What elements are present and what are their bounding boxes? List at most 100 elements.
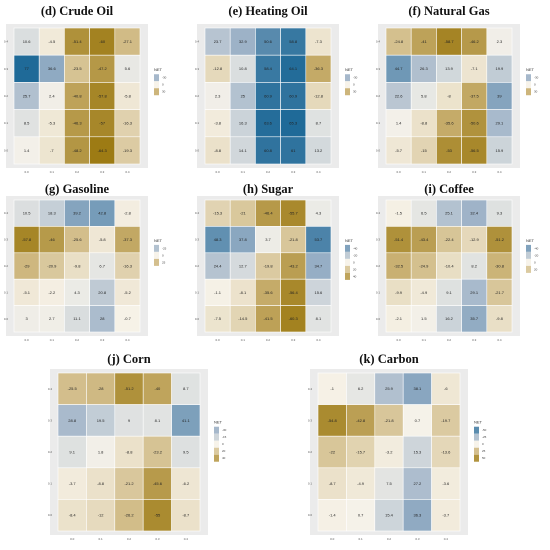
x-tick-label: 0.3 [415, 537, 420, 541]
x-tick-label: 0.3 [472, 170, 477, 174]
cell-value-label: 16.2 [445, 316, 454, 321]
heatmap-cell [89, 305, 116, 333]
heatmap-cell [410, 278, 437, 306]
heatmap-cell [305, 252, 332, 280]
cell-value-label: -5.7 [395, 148, 403, 153]
y-tick-label: 0.1 [376, 121, 381, 125]
cell-value-label: -2.2 [48, 290, 56, 295]
cell-value-label: -25.5 [68, 386, 78, 391]
heatmap-cell [280, 82, 307, 110]
cell-value-label: -55 [155, 513, 162, 518]
cell-value-label: -45.6 [153, 481, 163, 486]
y-tick-label: 0.0 [308, 513, 313, 517]
cell-value-label: -55.7 [289, 211, 299, 216]
x-tick-label: 0.0 [25, 170, 30, 174]
heatmap-cell [13, 136, 40, 165]
heatmap-cell [305, 136, 332, 165]
cell-value-label: 42.8 [98, 211, 107, 216]
cell-value-label: -12.8 [314, 93, 324, 98]
legend-tick-label: 30 [353, 90, 357, 94]
heatmap-cell [385, 136, 412, 165]
heatmap-cell [431, 435, 461, 469]
heatmap-cell [280, 136, 307, 165]
cell-value-label: -41.5 [263, 316, 273, 321]
cell-value-label: -9.9 [395, 290, 403, 295]
cell-value-label: -37.5 [470, 93, 480, 98]
heatmap-panel: (e) Heating Oil 23.7 32.9 50.6 58.8 -7.3 -12.8… [195, 4, 358, 174]
heatmap-cell [57, 467, 87, 500]
cell-value-label: -46.4 [263, 211, 273, 216]
x-tick-label: 0.2 [387, 537, 392, 541]
heatmap-cell [461, 109, 488, 138]
cell-value-label: -3.8 [214, 121, 222, 126]
heatmap-cell [255, 278, 281, 306]
legend-tick-label: 25 [162, 260, 166, 264]
panel-title: (i) Coffee [424, 182, 474, 196]
heatmap-cell [346, 404, 376, 437]
cell-value-label: 2.3 [497, 39, 503, 44]
x-tick-label: 0.1 [50, 338, 55, 342]
heatmap-cell [229, 54, 256, 83]
heatmap-cell [305, 305, 332, 333]
heatmap-cell [486, 278, 513, 306]
heatmap-cell [64, 136, 90, 165]
cell-value-label: -7 [50, 148, 54, 153]
cell-value-label: 65.3 [289, 121, 298, 126]
y-tick-label: 0.3 [195, 238, 200, 242]
heatmap-cell [346, 372, 376, 405]
y-tick-label: 0.0 [48, 513, 53, 517]
heatmap-cell [317, 467, 347, 500]
x-tick-label: 0.4 [184, 537, 189, 541]
heatmap-cell [229, 82, 256, 110]
cell-value-label: -46.2 [470, 39, 480, 44]
heatmap-cell [436, 136, 462, 165]
y-tick-label: 0.3 [48, 418, 53, 422]
legend-tick-label: -30 [534, 76, 539, 80]
heatmap-cell [142, 467, 172, 500]
x-tick-label: 0.0 [216, 170, 221, 174]
legend-tick-label: -15 [222, 435, 227, 439]
cell-value-label: -21.8 [289, 237, 299, 242]
cell-value-label: -23.5 [72, 66, 82, 71]
x-tick-label: 0.1 [422, 170, 427, 174]
legend-tick-label: -30 [353, 76, 358, 80]
cell-value-label: 58.8 [289, 39, 298, 44]
cell-value-label: -8.1 [239, 290, 247, 295]
cell-value-label: -5.2 [124, 290, 132, 295]
heatmap-cell [13, 109, 40, 138]
x-tick-label: 0.0 [216, 338, 221, 342]
legend-swatch [474, 447, 479, 455]
cell-value-label: -7.1 [471, 66, 479, 71]
legend-tick-label: 20 [534, 267, 538, 271]
heatmap-cell [402, 435, 432, 469]
legend-swatch [474, 426, 479, 434]
legend-swatch [154, 74, 159, 82]
heatmap-cell [114, 252, 141, 280]
heatmap-cell [38, 199, 65, 227]
cell-value-label: -21 [240, 211, 247, 216]
cell-value-label: 36.3 [414, 513, 423, 518]
cell-value-label: 77 [24, 66, 29, 71]
cell-value-label: 3 [25, 316, 28, 321]
heatmap-cell [204, 226, 231, 254]
cell-value-label: -0.7 [124, 316, 132, 321]
legend-tick-label: -25 [482, 435, 487, 439]
y-tick-label: 0.0 [376, 317, 381, 321]
legend-swatch [474, 454, 479, 462]
cell-value-label: -8.7 [182, 513, 190, 518]
panel-title: (g) Gasoline [45, 182, 110, 196]
cell-value-label: -51.4 [394, 237, 404, 242]
cell-value-label: -57.8 [98, 93, 108, 98]
heatmap-cell [374, 404, 404, 437]
cell-value-label: -3.2 [386, 449, 394, 454]
cell-value-label: -4.9 [357, 481, 365, 486]
cell-value-label: -3.7 [442, 513, 450, 518]
cell-value-label: 3.7 [265, 237, 271, 242]
cell-value-label: 4.3 [316, 211, 322, 216]
x-tick-label: 0.0 [397, 338, 402, 342]
cell-value-label: -8.8 [126, 449, 134, 454]
cell-value-label: -9.8 [74, 263, 82, 268]
y-tick-label: 0.3 [376, 67, 381, 71]
legend-title: NET [526, 67, 535, 72]
